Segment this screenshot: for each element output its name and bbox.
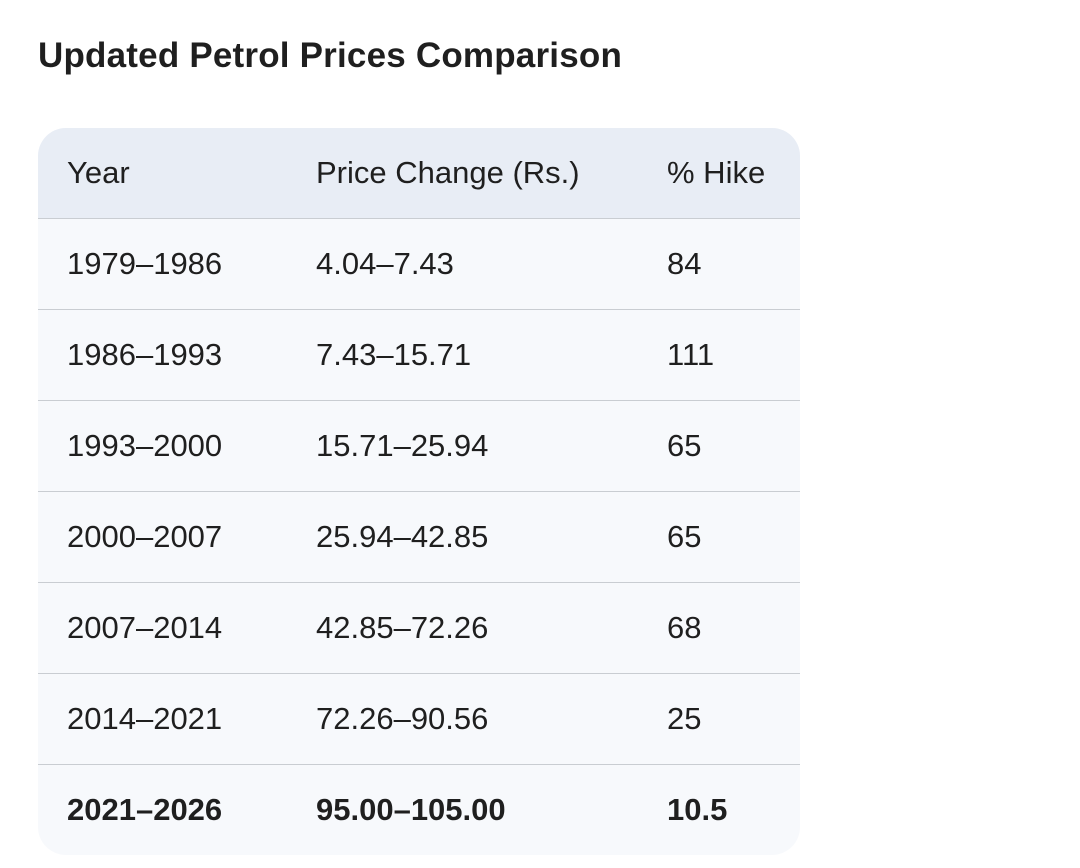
table-row: 1979–1986 4.04–7.43 84: [38, 218, 800, 309]
table-cell: 4.04–7.43: [316, 246, 454, 281]
table-cell: 95.00–105.00: [316, 792, 506, 827]
table-cell: 1979–1986: [67, 246, 223, 281]
table-row: 2014–2021 72.26–90.56 25: [38, 673, 800, 764]
table-cell: 2021–2026: [67, 792, 223, 827]
table-cell: 1993–2000: [67, 428, 223, 463]
table-cell: 42.85–72.26: [316, 610, 489, 645]
table-cell: 1986–1993: [67, 337, 223, 372]
table-cell: 2014–2021: [67, 701, 223, 736]
table-cell: 2007–2014: [67, 610, 223, 645]
table-cell: 25: [667, 701, 702, 736]
table-cell: 111: [667, 337, 715, 372]
table-row: 2021–2026 95.00–105.00 10.5: [38, 764, 800, 855]
table-cell: 2000–2007: [67, 519, 223, 554]
table-cell: 10.5: [667, 792, 728, 827]
table-row: 1986–1993 7.43–15.71 111: [38, 309, 800, 400]
table-cell: 15.71–25.94: [316, 428, 489, 463]
header-row: Year Price Change (Rs.) % Hike: [38, 128, 800, 218]
table-cell: 7.43–15.71: [316, 337, 472, 372]
column-header: % Hike: [667, 155, 766, 190]
table-row: 2007–2014 42.85–72.26 68: [38, 582, 800, 673]
table-cell: 72.26–90.56: [316, 701, 489, 736]
column-header: Year: [67, 155, 130, 190]
table: Year Price Change (Rs.) % Hike 1979–1986 4.0…: [38, 128, 800, 855]
table-cell: 84: [667, 246, 702, 281]
table-cell: 25.94–42.85: [316, 519, 489, 554]
page-title: Updated Petrol Prices Comparison: [38, 36, 623, 75]
column-header: Price Change (Rs.): [316, 155, 580, 190]
table-cell: 65: [667, 519, 702, 554]
table-cell: 65: [667, 428, 702, 463]
table-row: 1993–2000 15.71–25.94 65: [38, 400, 800, 491]
table-cell: 68: [667, 610, 702, 645]
table-row: 2000–2007 25.94–42.85 65: [38, 491, 800, 582]
